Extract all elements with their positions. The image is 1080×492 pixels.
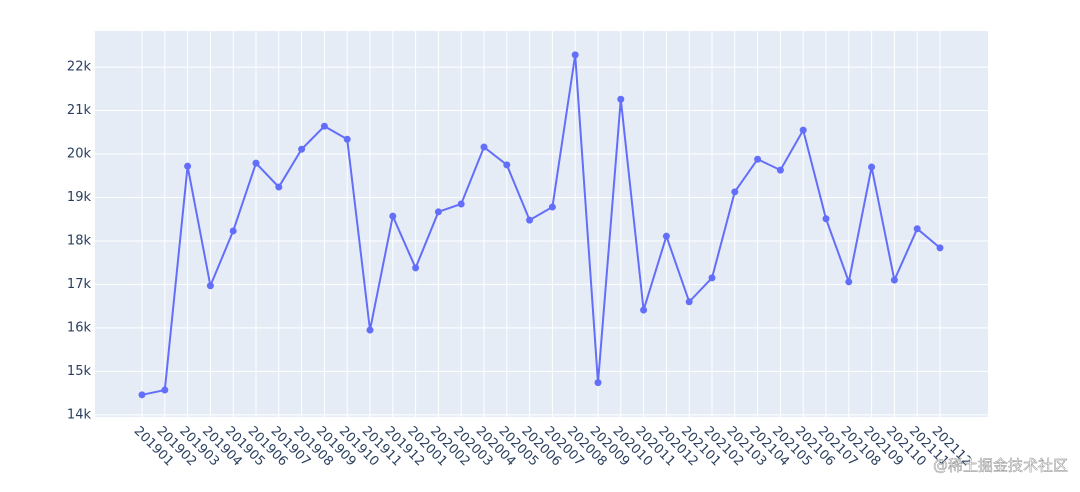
point bbox=[526, 216, 534, 224]
point bbox=[731, 188, 739, 196]
point bbox=[161, 386, 169, 394]
point bbox=[594, 379, 602, 387]
point bbox=[799, 126, 807, 134]
watermark: @稀土掘金技术社区 bbox=[933, 457, 1068, 475]
point bbox=[571, 51, 579, 59]
point bbox=[754, 155, 762, 163]
point bbox=[822, 215, 830, 223]
point bbox=[617, 95, 625, 103]
point bbox=[252, 159, 260, 167]
point bbox=[640, 306, 648, 314]
point bbox=[662, 232, 670, 240]
point bbox=[434, 208, 442, 216]
y-tick-label: 14k bbox=[67, 407, 92, 422]
plot-area bbox=[95, 31, 988, 417]
point bbox=[845, 278, 853, 286]
point bbox=[548, 203, 556, 211]
point bbox=[229, 227, 237, 235]
point bbox=[298, 145, 306, 153]
point bbox=[503, 161, 511, 169]
y-tick-label: 16k bbox=[67, 320, 92, 335]
y-tick-label: 19k bbox=[67, 190, 92, 205]
point bbox=[480, 143, 488, 151]
point bbox=[138, 391, 146, 399]
point bbox=[343, 135, 351, 143]
point bbox=[936, 244, 944, 252]
point bbox=[366, 326, 374, 334]
point bbox=[913, 225, 921, 233]
y-tick-label: 20k bbox=[67, 147, 92, 162]
point bbox=[206, 282, 214, 290]
y-tick-label: 21k bbox=[67, 103, 92, 118]
point bbox=[776, 166, 784, 174]
point bbox=[412, 264, 420, 272]
point bbox=[184, 162, 192, 170]
y-tick-label: 22k bbox=[67, 60, 92, 75]
y-tick-label: 17k bbox=[67, 277, 92, 292]
point bbox=[890, 276, 898, 284]
line bbox=[141, 54, 941, 396]
point bbox=[275, 183, 283, 191]
point bbox=[685, 298, 693, 306]
point bbox=[457, 200, 465, 208]
point bbox=[708, 274, 716, 282]
point bbox=[320, 122, 328, 130]
point bbox=[868, 163, 876, 171]
y-tick-label: 15k bbox=[67, 364, 92, 379]
y-tick-label: 18k bbox=[67, 233, 92, 248]
point bbox=[389, 212, 397, 220]
